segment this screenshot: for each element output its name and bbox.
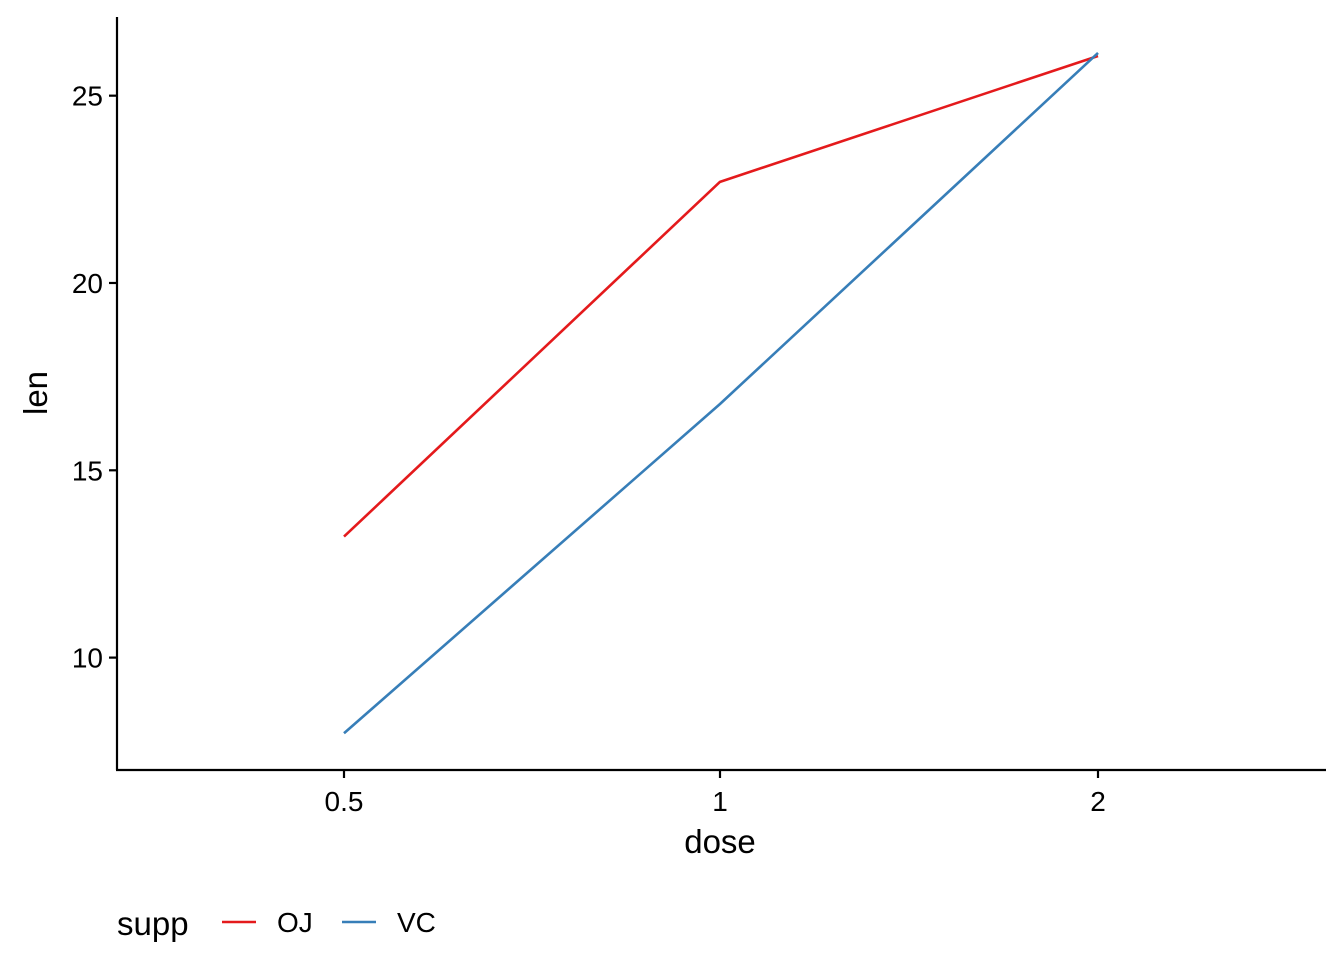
x-tick-label: 1 <box>712 786 728 817</box>
series-line-vc <box>343 52 1099 735</box>
legend: supp OJ VC <box>117 905 436 942</box>
x-ticks: 0.5 1 2 <box>325 770 1106 817</box>
legend-label-vc: VC <box>397 907 436 938</box>
legend-items: OJ VC <box>222 907 436 938</box>
y-ticks: 10 15 20 25 <box>72 81 117 674</box>
x-axis-title: dose <box>684 823 756 860</box>
y-axis-title: len <box>17 371 54 415</box>
x-tick-label: 0.5 <box>325 786 364 817</box>
plot-lines <box>343 52 1099 735</box>
y-tick-label: 10 <box>72 643 103 674</box>
y-tick-label: 25 <box>72 81 103 112</box>
series-line-oj <box>343 54 1099 538</box>
legend-title: supp <box>117 905 189 942</box>
axes <box>115 17 1326 772</box>
y-tick-label: 15 <box>72 455 103 486</box>
x-tick-label: 2 <box>1090 786 1106 817</box>
y-tick-label: 20 <box>72 268 103 299</box>
legend-label-oj: OJ <box>277 907 313 938</box>
